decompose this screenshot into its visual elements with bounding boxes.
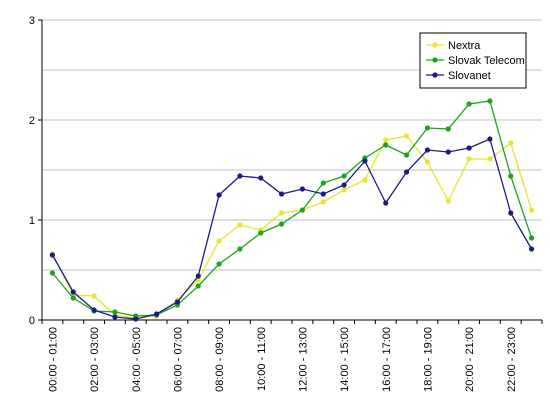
data-point (341, 182, 347, 188)
data-point (341, 173, 347, 179)
data-point (49, 252, 56, 258)
data-point (528, 246, 535, 252)
data-point (403, 169, 410, 175)
x-tick-label: 00:00 - 01:00 (47, 327, 59, 392)
data-point (508, 173, 514, 179)
data-point (424, 159, 431, 165)
legend-label: Nextra (448, 40, 481, 52)
data-point (278, 191, 285, 197)
data-point (424, 147, 431, 153)
data-point (70, 289, 76, 295)
data-point (383, 200, 389, 206)
data-point (487, 98, 493, 104)
data-point (278, 210, 285, 216)
y-tick-label: 0 (29, 315, 35, 327)
series-line (51, 138, 533, 320)
data-point (153, 311, 160, 317)
data-point (258, 230, 264, 236)
data-point (174, 299, 181, 305)
data-point (403, 152, 410, 158)
x-tick-label: 16:00 - 17:00 (381, 327, 393, 392)
data-point (112, 309, 118, 315)
data-point (487, 136, 493, 142)
x-tick-label: 08:00 - 09:00 (214, 327, 226, 392)
data-point (237, 173, 243, 179)
y-axis-ticks: 0 1 2 3 (29, 15, 42, 327)
x-tick-label: 18:00 - 19:00 (422, 327, 434, 392)
data-point (445, 126, 451, 132)
data-point (320, 199, 326, 205)
data-point (383, 137, 389, 143)
legend-swatch-marker (432, 72, 438, 78)
data-point (216, 261, 222, 267)
data-point (112, 314, 118, 320)
gridlines (42, 19, 542, 271)
x-tick-label: 14:00 - 15:00 (339, 327, 351, 392)
x-tick-label: 20:00 - 21:00 (464, 327, 476, 392)
data-point (424, 125, 431, 131)
x-tick-label: 06:00 - 07:00 (172, 327, 184, 392)
legend-label: Slovanet (448, 70, 491, 82)
legend-swatch-marker (432, 42, 438, 48)
data-point (195, 277, 201, 283)
series-layer (49, 98, 535, 322)
data-point (299, 207, 306, 213)
data-point (49, 270, 56, 276)
y-tick-label: 1 (29, 215, 35, 227)
data-point (133, 316, 139, 322)
data-point (237, 222, 243, 228)
data-point (216, 192, 222, 198)
series-1 (49, 98, 535, 319)
data-point (195, 273, 201, 279)
data-point (320, 180, 326, 186)
data-point (341, 187, 347, 193)
legend-label: Slovak Telecom (448, 55, 525, 67)
data-point (466, 145, 472, 151)
data-point (445, 149, 451, 155)
data-point (508, 210, 514, 216)
x-axis-ticks: 00:00 - 01:00 02:00 - 03:00 04:00 - 05:00 0… (41, 320, 543, 392)
x-tick-label: 02:00 - 03:00 (89, 327, 101, 392)
y-tick-label: 3 (29, 15, 35, 27)
data-point (362, 177, 368, 183)
data-point (383, 142, 389, 148)
data-point (362, 158, 368, 164)
data-point (508, 140, 514, 146)
x-tick-label: 22:00 - 23:00 (506, 327, 518, 392)
data-point (445, 198, 451, 204)
data-point (403, 133, 410, 139)
data-point (237, 246, 243, 252)
series-2 (49, 136, 535, 322)
data-point (70, 295, 76, 301)
data-point (91, 307, 97, 313)
legend: Nextra Slovak Telecom Slovanet (419, 32, 527, 89)
data-point (216, 238, 222, 244)
data-point (91, 293, 97, 299)
data-point (487, 156, 493, 162)
series-line (51, 100, 533, 317)
data-point (528, 207, 535, 213)
data-point (528, 235, 535, 241)
legend-swatch-marker (432, 57, 438, 63)
data-point (466, 101, 472, 107)
y-tick-label: 2 (29, 115, 35, 127)
data-point (466, 156, 472, 162)
x-tick-label: 04:00 - 05:00 (131, 327, 143, 392)
data-point (278, 221, 285, 227)
series-line (51, 135, 533, 319)
x-tick-label: 12:00 - 13:00 (297, 327, 309, 392)
data-point (195, 283, 201, 289)
data-point (320, 191, 326, 197)
x-tick-label: 10:00 - 11:00 (256, 327, 268, 391)
data-point (299, 186, 306, 192)
data-point (258, 175, 264, 181)
